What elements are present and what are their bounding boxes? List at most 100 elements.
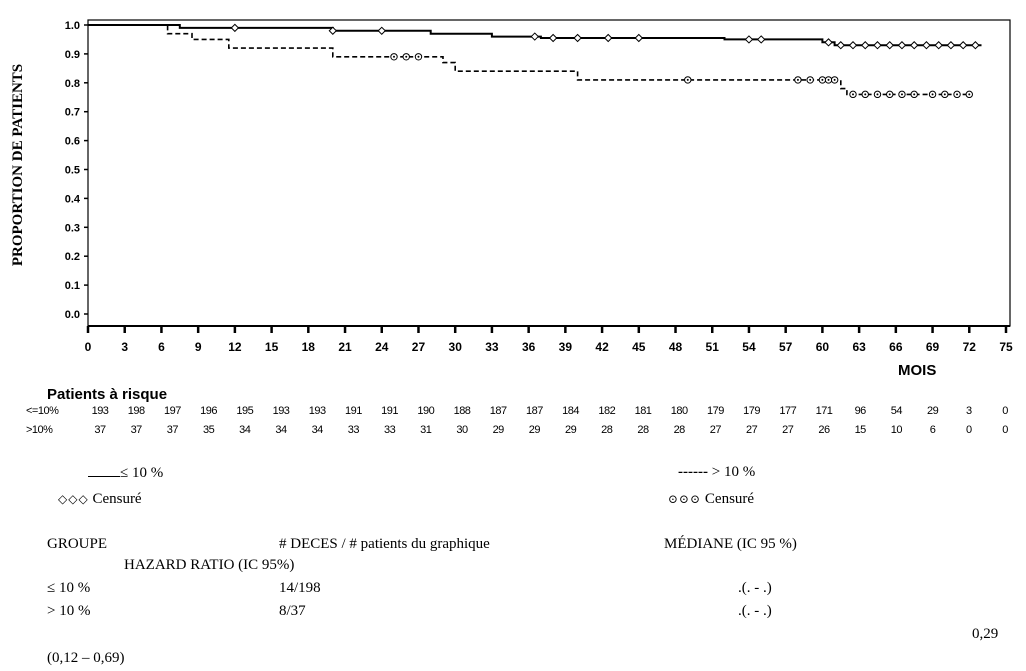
y-tick-label: 0.1 (65, 280, 80, 292)
censor-diamond (377, 26, 386, 35)
censor-circle-dot (913, 93, 916, 96)
y-axis-label: PROPORTION DE PATIENTS (8, 30, 30, 300)
risk-value: 196 (200, 405, 218, 417)
legend-solid: ≤ 10 % (88, 464, 163, 482)
censor-diamond (824, 38, 833, 47)
censor-circle-dot (796, 78, 799, 81)
x-tick-label: 63 (852, 340, 866, 354)
x-tick-label: 18 (302, 340, 316, 354)
censor-diamond (934, 41, 943, 50)
censor-circle-dot (809, 78, 812, 81)
censor-circle-dot (417, 55, 420, 58)
risk-value: 182 (598, 405, 616, 417)
y-tick-label: 0.8 (65, 78, 80, 90)
x-tick-label: 21 (338, 340, 352, 354)
risk-value: 191 (344, 405, 362, 417)
censor-diamond (873, 41, 882, 50)
y-tick-label: 0.3 (65, 222, 80, 234)
censor-diamond (530, 32, 539, 41)
x-tick-label: 30 (449, 340, 463, 354)
legend-censor-left-label: Censuré (92, 491, 142, 507)
risk-table-title: Patients à risque (47, 386, 168, 403)
risk-value: 179 (743, 405, 761, 417)
risk-value: 197 (163, 405, 181, 417)
risk-value: 33 (383, 424, 396, 436)
y-tick-label: 0.2 (65, 251, 80, 263)
risk-value: 30 (456, 424, 468, 436)
x-axis: 0 3 6 9 12 15 18 21 24 27 30 33 36 39 42 45 48 51 54 57 60 63… (85, 326, 1013, 354)
risk-row-label: <=10% (26, 405, 59, 417)
survival-chart: 0.00.10.20.30.40.50.60.70.80.91.0 0 3 6 9 12… (65, 19, 1013, 354)
censor-circle-dot (821, 78, 824, 81)
risk-value: 29 (926, 405, 939, 417)
x-tick-label: 3 (121, 340, 128, 354)
x-tick-label: 36 (522, 340, 536, 354)
censor-circle-dot (956, 93, 959, 96)
censor-diamond (909, 41, 919, 50)
x-tick-label: 57 (779, 340, 793, 354)
censor-diamond (836, 41, 845, 50)
censor-circle-dot (888, 93, 891, 96)
risk-value: 193 (91, 405, 109, 417)
table-row2-median: .(. - .) (738, 603, 772, 619)
plot-frame (87, 19, 1011, 327)
risk-value: 37 (94, 424, 106, 436)
censor-diamond (744, 35, 754, 44)
table-row1-group: ≤ 10 % (47, 580, 91, 596)
risk-value: 193 (308, 405, 326, 417)
risk-value: 27 (782, 424, 794, 436)
y-tick-label: 0.4 (65, 193, 81, 205)
x-tick-label: 39 (559, 340, 573, 354)
y-tick-label: 1.0 (65, 20, 80, 32)
legend-solid-label: ≤ 10 % (120, 465, 164, 481)
series-line-gt10 (88, 24, 970, 96)
risk-value: 188 (453, 405, 471, 417)
legend-dashed: ------ > 10 % (678, 464, 755, 481)
table-header-group: GROUPE (47, 536, 108, 552)
table-row1-median: .(. - .) (738, 580, 772, 596)
risk-row-gt10: >10% 37 37 37 35 34 34 34 33 33 31 30 29 29 29 28 28 28 27… (0, 424, 1026, 440)
censor-diamond (861, 41, 870, 50)
risk-value: 187 (525, 405, 543, 417)
risk-value: 191 (381, 405, 399, 417)
legend-censor-right: ⊙⊙⊙ Censuré (668, 491, 754, 508)
table-header-deaths: # DECES / # patients du graphique (279, 536, 490, 552)
censor-diamond (897, 41, 907, 50)
y-axis: 0.0 0.1 0.2 0.3 0.4 0.5 0.6 0.7 0.8 0.9 1.0 (65, 20, 88, 321)
y-tick-label: 0.6 (65, 136, 80, 148)
hazard-ratio-ci: (0,12 – 0,69) (47, 650, 125, 666)
censor-circle-dot (405, 55, 408, 58)
risk-value: 29 (492, 424, 505, 436)
table-row2-deaths: 8/37 (279, 603, 306, 619)
risk-value: 171 (815, 405, 833, 417)
risk-value: 10 (890, 424, 903, 436)
censor-circle-dot (686, 78, 689, 81)
censor-circle-dot (943, 93, 946, 96)
diamond-censor-icon: ◇◇◇ (58, 492, 89, 506)
legend-censor-right-label: Censuré (704, 491, 755, 507)
censor-diamond (885, 41, 894, 50)
legend-censor-left: ◇◇◇ Censuré (58, 491, 142, 508)
risk-value: 54 (890, 405, 903, 417)
censor-diamond (328, 26, 338, 35)
risk-value: 31 (420, 424, 432, 436)
y-tick-label: 0.7 (65, 107, 80, 119)
censor-circle-dot (827, 78, 830, 81)
x-tick-label: 6 (158, 340, 165, 354)
table-row1-deaths: 14/198 (279, 580, 321, 596)
risk-row-label: >10% (26, 424, 53, 436)
x-tick-label: 45 (632, 340, 646, 354)
y-tick-label: 0.5 (65, 165, 80, 177)
legend-dashed-marker: ------ (678, 464, 708, 480)
risk-value: 96 (854, 405, 867, 417)
censor-circle-dot (393, 55, 395, 58)
x-tick-label: 75 (999, 340, 1013, 354)
risk-value: 184 (562, 405, 580, 417)
risk-value: 193 (272, 405, 290, 417)
censor-diamond (573, 33, 582, 43)
censor-circle-dot (968, 93, 971, 96)
risk-value: 37 (166, 424, 179, 436)
x-tick-label: 15 (265, 340, 279, 354)
censor-circle-dot (900, 93, 903, 96)
censor-circle-dot (864, 93, 867, 96)
